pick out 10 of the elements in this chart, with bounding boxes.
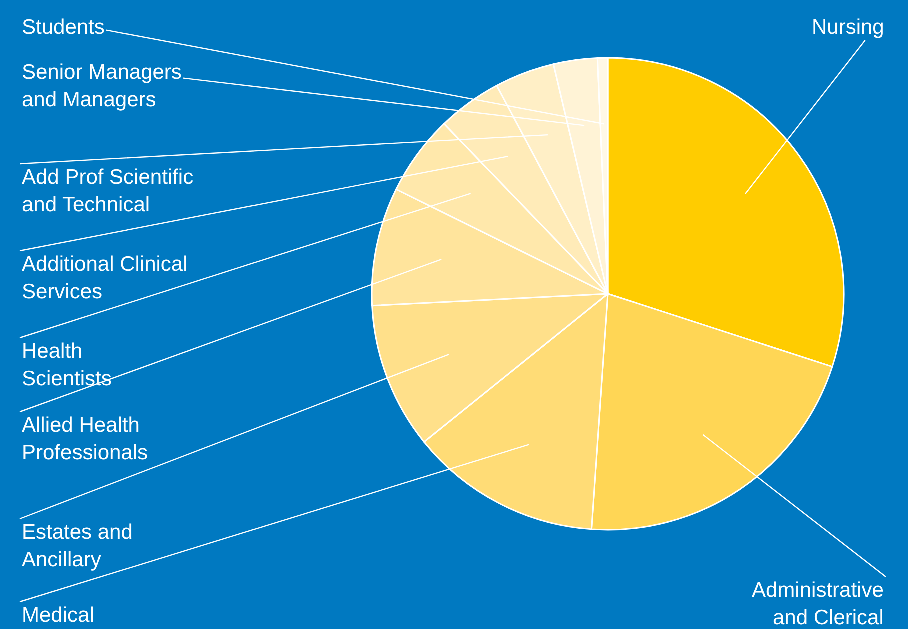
slice-label: Additional Clinical Services bbox=[22, 253, 188, 304]
slice-label: Estates and Ancillary bbox=[22, 521, 133, 572]
slice-label: Senior Managers and Managers bbox=[22, 61, 182, 112]
slice-label: Students bbox=[22, 16, 105, 39]
slice-label: Nursing bbox=[812, 16, 884, 39]
slice-label: Health Scientists bbox=[22, 340, 112, 390]
slice-label: Add Prof Scientific and Technical bbox=[22, 166, 194, 216]
slice-label: Allied Health Professionals bbox=[22, 414, 148, 464]
slice-label: Medical bbox=[22, 604, 94, 627]
slice-label: Administrative and Clerical bbox=[752, 579, 884, 629]
